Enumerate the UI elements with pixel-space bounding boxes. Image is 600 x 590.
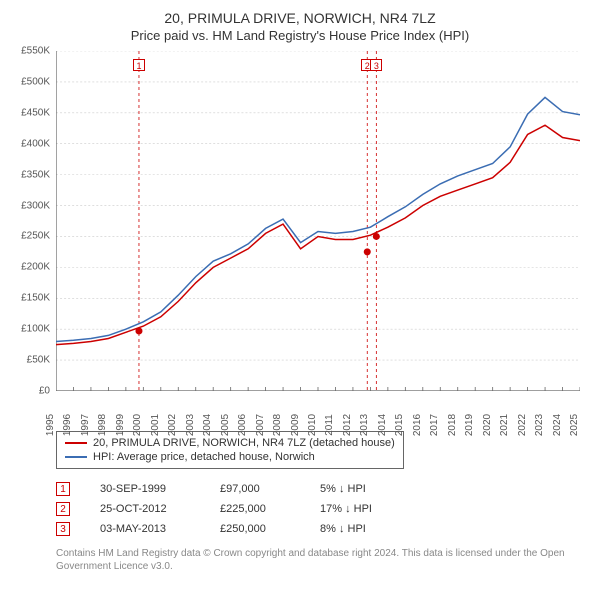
legend: 20, PRIMULA DRIVE, NORWICH, NR4 7LZ (det… [56, 431, 580, 469]
y-tick-label: £50K [27, 355, 50, 366]
title-line1: 20, PRIMULA DRIVE, NORWICH, NR4 7LZ [14, 10, 586, 26]
x-tick-label: 2020 [482, 414, 493, 436]
legend-item-0: 20, PRIMULA DRIVE, NORWICH, NR4 7LZ (det… [65, 436, 395, 450]
x-tick-label: 2012 [342, 414, 353, 436]
legend-swatch-0 [65, 442, 87, 444]
event-date: 03-MAY-2013 [100, 523, 190, 535]
y-tick-label: £250K [21, 231, 50, 242]
x-tick-label: 2022 [517, 414, 528, 436]
x-tick-label: 2003 [185, 414, 196, 436]
x-tick-label: 2002 [167, 414, 178, 436]
event-marker: 2 [56, 502, 70, 516]
event-diff: 5% ↓ HPI [320, 483, 410, 495]
event-row: 2 25-OCT-2012 £225,000 17% ↓ HPI [56, 499, 586, 519]
x-tick-label: 2013 [359, 414, 370, 436]
x-tick-label: 2009 [290, 414, 301, 436]
x-tick-label: 2015 [394, 414, 405, 436]
event-row: 3 03-MAY-2013 £250,000 8% ↓ HPI [56, 519, 586, 539]
x-tick-label: 2011 [324, 414, 335, 436]
event-date: 30-SEP-1999 [100, 483, 190, 495]
x-tick-label: 1998 [97, 414, 108, 436]
x-axis: 1995199619971998199920002001200220032004… [56, 391, 580, 425]
y-tick-label: £300K [21, 200, 50, 211]
event-price: £97,000 [220, 483, 290, 495]
x-tick-label: 2021 [499, 414, 510, 436]
x-tick-label: 2006 [237, 414, 248, 436]
x-tick-label: 2001 [150, 414, 161, 436]
x-tick-label: 2024 [552, 414, 563, 436]
x-tick-label: 2019 [464, 414, 475, 436]
x-tick-label: 1997 [80, 414, 91, 436]
series-hpi [56, 97, 580, 341]
event-diff: 17% ↓ HPI [320, 503, 410, 515]
x-tick-label: 2023 [534, 414, 545, 436]
event-marker: 1 [56, 482, 70, 496]
y-tick-label: £400K [21, 138, 50, 149]
legend-label-0: 20, PRIMULA DRIVE, NORWICH, NR4 7LZ (det… [93, 437, 395, 449]
x-tick-label: 2014 [377, 414, 388, 436]
y-tick-label: £100K [21, 324, 50, 335]
event-date: 25-OCT-2012 [100, 503, 190, 515]
attribution: Contains HM Land Registry data © Crown c… [56, 547, 576, 573]
y-tick-label: £550K [21, 46, 50, 57]
x-tick-label: 2008 [272, 414, 283, 436]
x-tick-label: 2017 [429, 414, 440, 436]
event-price: £250,000 [220, 523, 290, 535]
title-line2: Price paid vs. HM Land Registry's House … [14, 28, 586, 43]
x-tick-label: 2010 [307, 414, 318, 436]
event-price: £225,000 [220, 503, 290, 515]
event-row: 1 30-SEP-1999 £97,000 5% ↓ HPI [56, 479, 586, 499]
y-tick-label: £450K [21, 107, 50, 118]
x-tick-label: 1996 [62, 414, 73, 436]
x-tick-label: 2000 [132, 414, 143, 436]
x-tick-label: 2007 [255, 414, 266, 436]
x-tick-label: 2018 [447, 414, 458, 436]
y-tick-label: £350K [21, 169, 50, 180]
x-tick-label: 2016 [412, 414, 423, 436]
y-tick-label: £150K [21, 293, 50, 304]
event-diff: 8% ↓ HPI [320, 523, 410, 535]
legend-item-1: HPI: Average price, detached house, Norw… [65, 450, 395, 464]
event-marker: 3 [56, 522, 70, 536]
y-tick-label: £0 [39, 386, 50, 397]
x-tick-label: 2025 [569, 414, 580, 436]
events-table: 1 30-SEP-1999 £97,000 5% ↓ HPI 2 25-OCT-2012 £… [56, 479, 586, 539]
y-tick-label: £200K [21, 262, 50, 273]
x-tick-label: 2005 [220, 414, 231, 436]
legend-label-1: HPI: Average price, detached house, Norw… [93, 451, 315, 463]
x-tick-label: 1995 [45, 414, 56, 436]
chart-area: £0£50K£100K£150K£200K£250K£300K£350K£400… [56, 51, 580, 391]
series-price_paid [56, 125, 580, 344]
plot-area: 123 [56, 51, 580, 391]
x-tick-label: 2004 [202, 414, 213, 436]
y-axis: £0£50K£100K£150K£200K£250K£300K£350K£400… [14, 51, 54, 391]
y-tick-label: £500K [21, 76, 50, 87]
legend-swatch-1 [65, 456, 87, 458]
x-tick-label: 1999 [115, 414, 126, 436]
